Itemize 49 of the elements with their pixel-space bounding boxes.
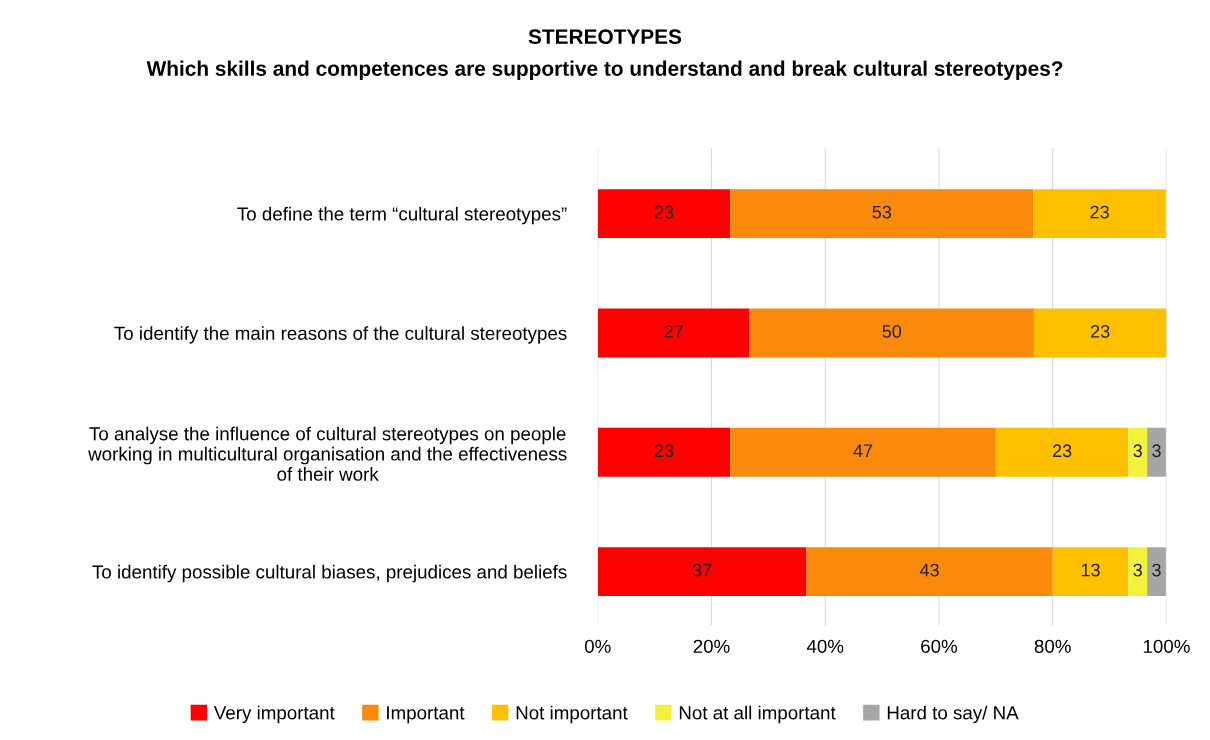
bar (1147, 427, 1166, 477)
y-tick-label: To identify the main reasons of the cultural stereotypes (114, 326, 567, 344)
data-label: 23 (654, 444, 674, 458)
data-label: 23 (1090, 205, 1109, 219)
bar (1052, 547, 1129, 597)
bar (730, 189, 1034, 239)
data-label: 3 (1152, 444, 1161, 458)
data-label: 47 (853, 444, 873, 457)
bar (1033, 308, 1167, 358)
data-label: 3 (1133, 563, 1142, 577)
y-tick-label: To identify possible cultural biases, prejudices and beliefs (92, 564, 567, 583)
x-tick-label: 0% (584, 639, 611, 653)
bar (1128, 427, 1148, 477)
data-label: 23 (654, 205, 674, 219)
data-label: 13 (1081, 563, 1100, 577)
data-label: 37 (692, 563, 712, 577)
bar (995, 427, 1129, 477)
bar (749, 308, 1034, 358)
data-label: 50 (882, 325, 902, 338)
data-label: 3 (1133, 444, 1142, 458)
bar (597, 547, 807, 597)
legend-label: Hard to say/ NA (887, 705, 1019, 724)
x-tick-label: 20% (693, 639, 730, 653)
data-label: 27 (664, 325, 683, 338)
bar (597, 189, 731, 239)
legend-label: Not important (516, 705, 628, 724)
data-label: 53 (872, 205, 892, 219)
bar (806, 547, 1053, 597)
y-tick-label: To analyse the influence of cultural stereotypes on people working in multicultural organisation and the effectiveness of their work (88, 426, 567, 481)
data-label: 3 (1152, 563, 1161, 577)
bar (597, 308, 750, 358)
legend-label: Very important (213, 705, 335, 724)
bar (730, 427, 996, 477)
y-tick-label: To define the term “cultural stereotypes” (237, 206, 567, 225)
legend-label: Important (387, 706, 465, 724)
chart-subtitle: Which skills and competences are supportive to understand and break cultural stereotypes? (146, 60, 1063, 81)
chart-title: STEREOTYPES (528, 29, 682, 45)
x-tick-label: 40% (806, 639, 844, 653)
data-label: 43 (919, 563, 939, 577)
data-label: 23 (1091, 325, 1110, 338)
x-tick-label: 60% (921, 639, 958, 653)
bar (1128, 547, 1148, 597)
data-label: 23 (1052, 444, 1072, 458)
x-tick-label: 100% (1143, 639, 1190, 653)
bar (1033, 189, 1166, 239)
bar (1147, 547, 1166, 597)
legend-label: Not at all important (679, 705, 836, 724)
x-tick-label: 80% (1034, 639, 1071, 653)
bar (597, 427, 731, 477)
